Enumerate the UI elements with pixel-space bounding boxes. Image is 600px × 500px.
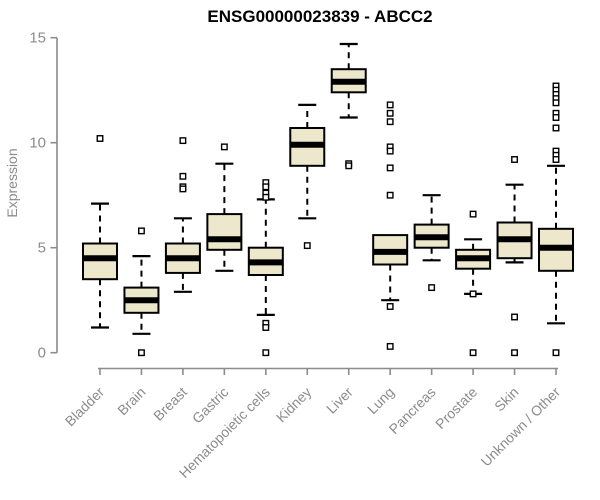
x-category-label: Skin [491, 384, 522, 415]
box-liver [330, 42, 367, 170]
x-category-label: Unknown / Other [478, 384, 564, 470]
box-gastric [206, 143, 243, 272]
iqr-box [206, 213, 243, 251]
x-category-label: Liver [323, 384, 356, 417]
outlier-point [262, 183, 270, 191]
outlier-point [262, 324, 270, 331]
outlier-point [96, 135, 104, 142]
outlier-point [386, 101, 394, 109]
x-category-label: Bladder [62, 384, 108, 430]
y-axis-label: Expression [4, 148, 20, 217]
box-unknown-other [538, 82, 574, 357]
outlier-point [469, 349, 477, 357]
box-pancreas [413, 194, 450, 292]
box-kidney [289, 103, 326, 250]
box-hematopoietic-cells [247, 179, 284, 357]
box-prostate [455, 210, 492, 357]
box-brain [123, 227, 160, 357]
outlier-point [511, 349, 518, 357]
outlier-point [303, 242, 311, 250]
y-tick-label: 15 [29, 30, 46, 47]
outlier-point [511, 156, 518, 163]
outlier-point [179, 185, 187, 193]
box-skin [496, 156, 533, 357]
outlier-point [138, 227, 145, 235]
outlier-point [386, 118, 394, 126]
box-breast [164, 137, 201, 293]
outlier-point [552, 124, 560, 132]
outlier-point [179, 137, 187, 145]
outlier-point [386, 342, 394, 350]
outlier-point [511, 313, 518, 321]
outlier-point [386, 303, 394, 310]
outlier-point [552, 99, 560, 107]
outlier-point [386, 109, 394, 117]
outlier-point [179, 172, 187, 180]
outlier-point [428, 284, 436, 292]
outlier-point [386, 191, 394, 199]
outlier-point [552, 156, 560, 163]
x-category-label: Prostate [432, 384, 480, 432]
outlier-point [386, 164, 394, 172]
box-lung [372, 101, 409, 350]
outlier-point [386, 147, 394, 155]
outlier-point [469, 210, 477, 218]
axes: 0 5 10 15 [29, 30, 558, 370]
y-tick-label: 10 [29, 135, 46, 152]
plot-area [82, 42, 574, 357]
box-bladder [82, 135, 118, 329]
outlier-point [552, 114, 560, 121]
outlier-point [469, 290, 477, 298]
chart-title: ENSG00000023839 - ABCC2 [207, 7, 432, 26]
outlier-point [220, 143, 228, 151]
x-category-label: Breast [150, 384, 190, 424]
outlier-point [552, 349, 560, 357]
y-tick-label: 5 [38, 240, 46, 257]
x-category-label: Kidney [273, 384, 315, 426]
outlier-point [262, 193, 270, 201]
outlier-point [262, 349, 270, 357]
outlier-point [345, 162, 353, 170]
x-category-label: Brain [114, 384, 148, 418]
iqr-box [82, 242, 118, 281]
outlier-point [138, 349, 145, 357]
x-category-label: Lung [364, 384, 397, 417]
y-tick-label: 0 [38, 345, 46, 362]
